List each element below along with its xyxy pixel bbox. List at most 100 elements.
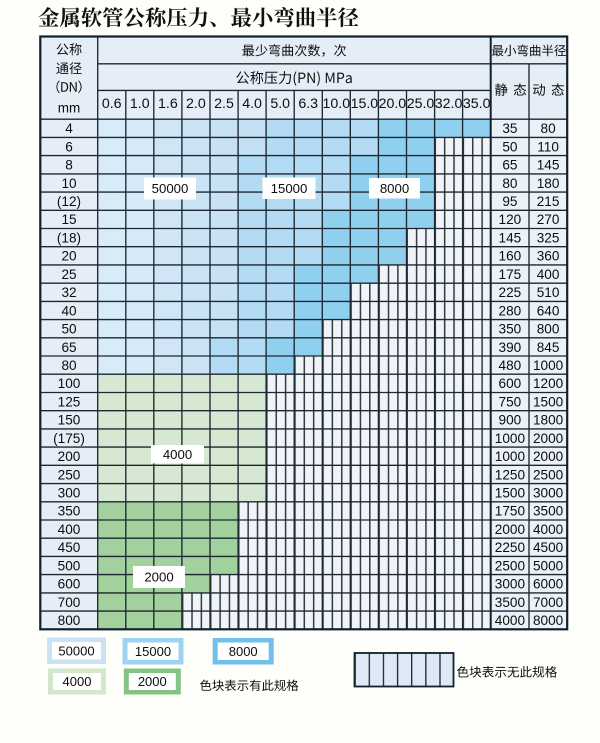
svg-text:3500: 3500	[495, 595, 526, 610]
svg-text:65: 65	[502, 158, 517, 173]
svg-text:50: 50	[502, 139, 518, 154]
svg-text:mm: mm	[58, 100, 81, 115]
svg-text:510: 510	[537, 285, 560, 300]
svg-text:(12): (12)	[57, 194, 81, 209]
svg-text:20.0: 20.0	[379, 96, 407, 112]
svg-text:300: 300	[58, 486, 81, 501]
svg-text:2500: 2500	[495, 558, 526, 573]
svg-text:120: 120	[499, 212, 522, 227]
svg-text:80: 80	[502, 176, 518, 191]
svg-text:350: 350	[58, 504, 81, 519]
svg-text:32.0: 32.0	[435, 96, 463, 112]
svg-text:0.6: 0.6	[102, 96, 122, 112]
svg-text:180: 180	[537, 176, 560, 191]
svg-text:4000: 4000	[163, 447, 192, 462]
svg-text:(175): (175)	[53, 431, 85, 446]
svg-text:110: 110	[537, 139, 559, 154]
svg-text:25: 25	[61, 267, 76, 282]
svg-text:2000: 2000	[138, 674, 167, 689]
svg-text:2.5: 2.5	[214, 96, 234, 112]
svg-text:35.0: 35.0	[463, 96, 491, 112]
svg-text:800: 800	[537, 322, 560, 337]
svg-text:800: 800	[58, 613, 81, 628]
svg-text:500: 500	[58, 558, 81, 573]
svg-text:5.0: 5.0	[270, 96, 290, 112]
svg-text:450: 450	[58, 540, 81, 555]
svg-text:5000: 5000	[533, 558, 564, 573]
svg-text:20: 20	[61, 249, 77, 264]
svg-text:15000: 15000	[135, 644, 171, 659]
svg-text:3500: 3500	[533, 504, 564, 519]
svg-text:8000: 8000	[380, 181, 409, 196]
svg-text:50000: 50000	[152, 181, 189, 196]
svg-text:15000: 15000	[271, 181, 308, 196]
svg-text:1.0: 1.0	[130, 96, 150, 112]
svg-text:360: 360	[537, 249, 560, 264]
svg-text:600: 600	[58, 577, 81, 592]
svg-text:215: 215	[537, 194, 560, 209]
svg-text:6.3: 6.3	[298, 96, 318, 112]
svg-text:150: 150	[58, 413, 81, 428]
svg-text:2000: 2000	[144, 570, 173, 585]
svg-text:2500: 2500	[533, 467, 564, 482]
svg-text:(18): (18)	[57, 231, 81, 246]
svg-text:10.0: 10.0	[322, 96, 350, 112]
svg-text:1500: 1500	[495, 486, 526, 501]
svg-text:2.0: 2.0	[186, 96, 206, 112]
svg-text:35: 35	[502, 121, 517, 136]
svg-text:3000: 3000	[533, 486, 564, 501]
svg-text:1250: 1250	[495, 467, 526, 482]
svg-text:2000: 2000	[495, 522, 526, 537]
svg-text:8: 8	[65, 158, 73, 173]
svg-text:600: 600	[499, 376, 522, 391]
svg-text:4000: 4000	[63, 674, 92, 689]
svg-text:3000: 3000	[495, 577, 526, 592]
svg-text:6000: 6000	[533, 577, 564, 592]
svg-text:845: 845	[537, 340, 560, 355]
svg-text:50: 50	[61, 322, 77, 337]
svg-text:175: 175	[499, 267, 522, 282]
svg-text:100: 100	[58, 376, 81, 391]
svg-text:2250: 2250	[495, 540, 526, 555]
svg-text:1200: 1200	[533, 376, 564, 391]
svg-text:1500: 1500	[533, 394, 564, 409]
svg-text:50000: 50000	[58, 643, 94, 658]
svg-text:8000: 8000	[533, 613, 564, 628]
svg-text:700: 700	[58, 595, 81, 610]
svg-text:15: 15	[61, 212, 76, 227]
svg-text:1750: 1750	[495, 504, 526, 519]
svg-text:8000: 8000	[229, 644, 258, 659]
svg-text:390: 390	[499, 340, 522, 355]
svg-text:4000: 4000	[495, 613, 526, 628]
svg-text:400: 400	[58, 522, 81, 537]
svg-text:225: 225	[499, 285, 522, 300]
svg-text:145: 145	[537, 158, 560, 173]
svg-text:1.6: 1.6	[158, 96, 178, 112]
svg-text:6: 6	[65, 139, 73, 154]
svg-text:125: 125	[58, 394, 81, 409]
svg-text:80: 80	[541, 121, 557, 136]
svg-text:1000: 1000	[495, 449, 526, 464]
svg-text:7000: 7000	[533, 595, 564, 610]
svg-text:400: 400	[537, 267, 560, 282]
svg-text:32: 32	[61, 285, 76, 300]
svg-text:280: 280	[499, 303, 522, 318]
svg-text:2000: 2000	[533, 431, 564, 446]
svg-text:15.0: 15.0	[351, 96, 379, 112]
svg-text:65: 65	[61, 340, 76, 355]
svg-text:160: 160	[499, 249, 522, 264]
svg-text:640: 640	[537, 303, 560, 318]
svg-text:95: 95	[502, 194, 517, 209]
svg-text:25.0: 25.0	[407, 96, 435, 112]
svg-text:1000: 1000	[533, 358, 564, 373]
svg-text:1800: 1800	[533, 413, 564, 428]
svg-text:4.0: 4.0	[242, 96, 262, 112]
svg-text:270: 270	[537, 212, 560, 227]
svg-text:4000: 4000	[533, 522, 564, 537]
svg-text:325: 325	[537, 231, 560, 246]
svg-text:1000: 1000	[495, 431, 526, 446]
svg-text:80: 80	[61, 358, 77, 373]
svg-text:350: 350	[499, 322, 522, 337]
svg-text:40: 40	[61, 303, 77, 318]
svg-text:480: 480	[499, 358, 522, 373]
